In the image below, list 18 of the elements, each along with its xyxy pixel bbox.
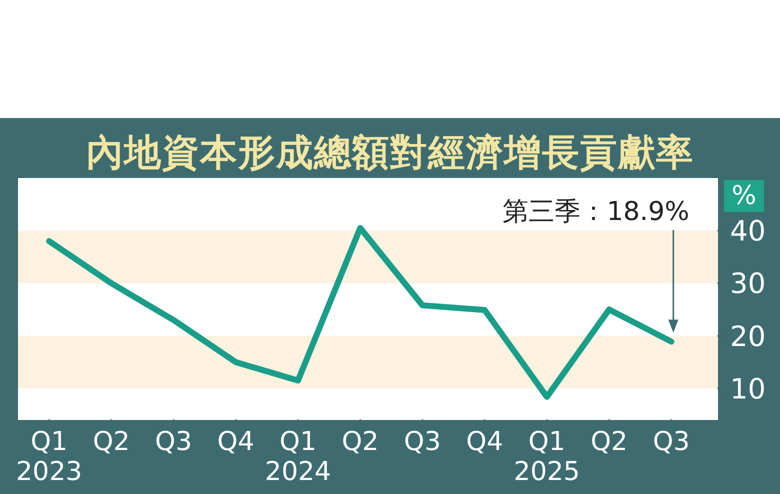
x-tick-label: Q1 2023 <box>16 427 82 487</box>
x-tick-label: Q4 <box>217 427 254 457</box>
y-axis-title: % <box>724 180 764 212</box>
annotation: 第三季：18.9% <box>502 197 690 227</box>
y-tick-label: 30 <box>730 267 766 300</box>
x-tick-label: Q3 <box>404 427 441 457</box>
chart-title: 內地資本形成總額對經濟增長貢獻率 <box>85 130 695 176</box>
y-tick-label: 40 <box>730 214 766 248</box>
y-tick-label: 20 <box>730 320 766 353</box>
x-tick-label: Q2 <box>92 427 130 457</box>
x-tick-label: Q4 <box>466 427 504 457</box>
x-tick-label: Q3 <box>652 427 690 457</box>
x-tick-label: Q2 <box>342 427 379 457</box>
x-tick-label: Q1 2025 <box>514 427 580 487</box>
y-tick-label: 10 <box>730 372 766 406</box>
x-tick-label: Q1 2024 <box>264 427 332 487</box>
x-tick-label: Q3 <box>155 427 192 457</box>
x-tick-label: Q2 <box>590 427 628 457</box>
